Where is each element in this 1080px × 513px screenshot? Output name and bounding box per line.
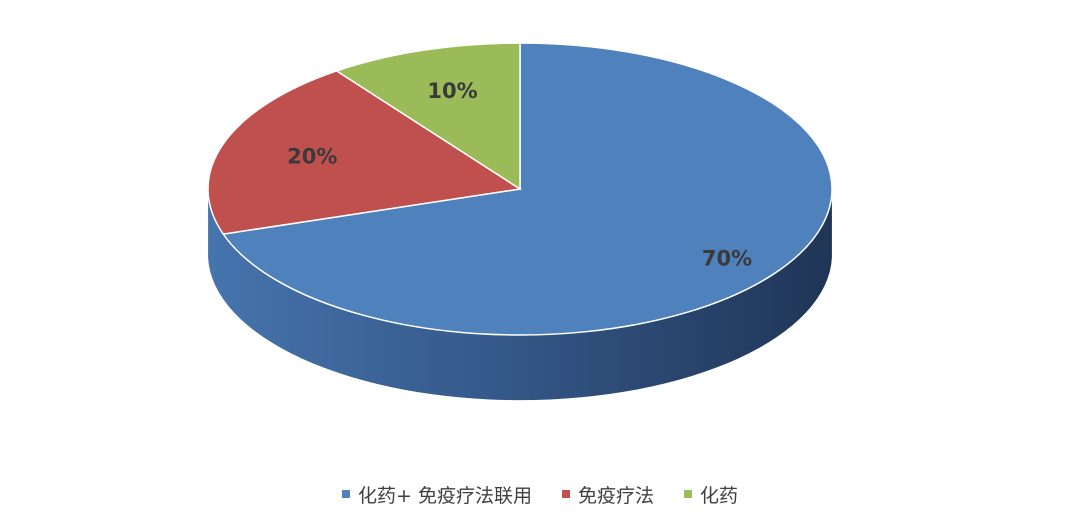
pie-slices: [207, 42, 833, 336]
chart-legend: 化药+ 免疫疗法联用 免疫疗法 化药: [0, 478, 1080, 510]
pie-side-wall: [208, 185, 832, 401]
legend-label: 化药+ 免疫疗法联用: [358, 484, 532, 507]
legend-swatch: [561, 490, 570, 498]
pie-slice-combination: [221, 42, 833, 336]
pie-slice-immunotherapy: [207, 70, 523, 235]
legend-swatch: [683, 490, 692, 498]
pie-slice-chemo: [334, 42, 521, 191]
data-label-chemo: 10%: [427, 79, 477, 103]
legend-label: 免疫疗法: [577, 484, 654, 507]
data-label-immunotherapy: 20%: [287, 144, 337, 168]
data-label-combination: 70%: [702, 246, 752, 270]
legend-item-chemo: 化药: [683, 481, 738, 508]
legend-swatch: [342, 490, 350, 498]
pie-side-wall-shape: [208, 185, 832, 401]
legend-label: 化药: [699, 484, 738, 507]
pie-data-labels: 70% 20% 10%: [287, 79, 752, 271]
legend-item-combination: 化药+ 免疫疗法联用: [342, 481, 532, 508]
legend-item-immunotherapy: 免疫疗法: [561, 481, 654, 508]
